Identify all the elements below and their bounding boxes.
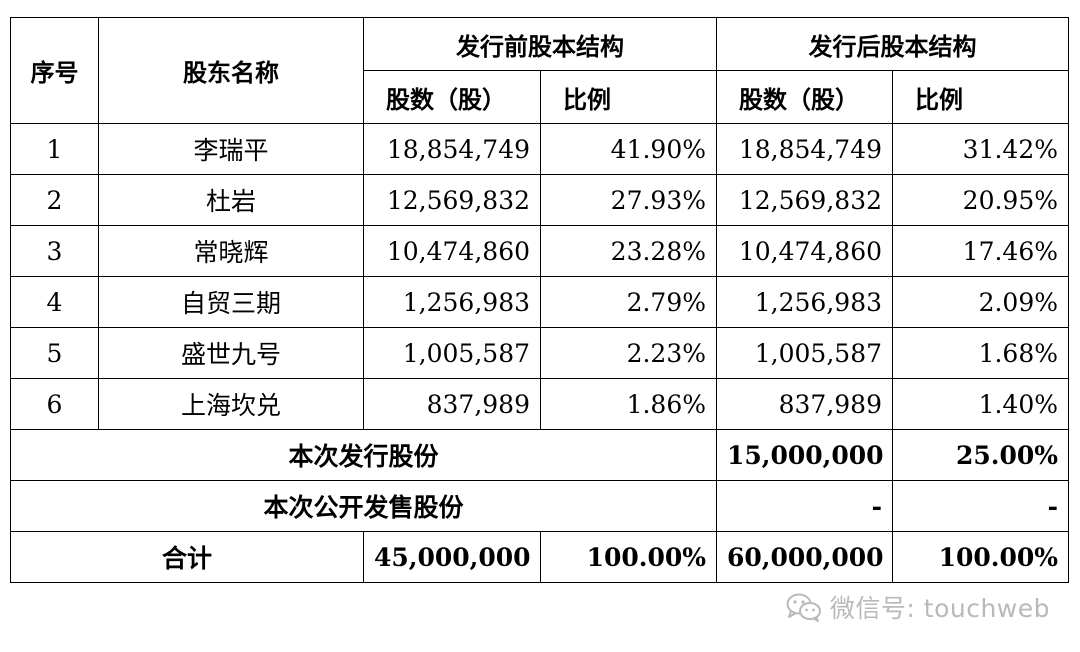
row-post-ratio: 2.09% <box>892 276 1069 328</box>
public-sale-post-shares: - <box>716 480 893 532</box>
row-post-ratio: 17.46% <box>892 225 1069 277</box>
row-name: 杜岩 <box>98 174 364 226</box>
row-name: 常晓辉 <box>98 225 364 277</box>
row-post-shares: 1,005,587 <box>716 327 893 379</box>
row-index: 6 <box>10 378 99 430</box>
row-index: 3 <box>10 225 99 277</box>
row-post-shares: 12,569,832 <box>716 174 893 226</box>
row-post-ratio: 20.95% <box>892 174 1069 226</box>
row-post-shares: 18,854,749 <box>716 123 893 175</box>
row-pre-shares: 12,569,832 <box>363 174 541 226</box>
row-index: 4 <box>10 276 99 328</box>
table-row: 6 上海坎兑 837,989 1.86% 837,989 1.40% <box>10 378 1069 430</box>
total-label: 合计 <box>10 531 364 583</box>
table-row: 5 盛世九号 1,005,587 2.23% 1,005,587 1.68% <box>10 327 1069 379</box>
row-name: 盛世九号 <box>98 327 364 379</box>
row-index: 1 <box>10 123 99 175</box>
header-pre-group: 发行前股本结构 <box>363 17 717 71</box>
issue-label: 本次发行股份 <box>10 429 717 481</box>
row-index: 2 <box>10 174 99 226</box>
header-post-shares: 股数（股） <box>716 70 893 124</box>
header-pre-ratio: 比例 <box>540 70 717 124</box>
total-row: 合计 45,000,000 100.00% 60,000,000 100.00% <box>10 531 1069 583</box>
row-pre-ratio: 1.86% <box>540 378 717 430</box>
row-post-shares: 1,256,983 <box>716 276 893 328</box>
row-name: 李瑞平 <box>98 123 364 175</box>
public-sale-post-ratio: - <box>892 480 1069 532</box>
header-name: 股东名称 <box>98 17 364 124</box>
issue-row: 本次发行股份 15,000,000 25.00% <box>10 429 1069 481</box>
row-pre-ratio: 27.93% <box>540 174 717 226</box>
header-post-group: 发行后股本结构 <box>716 17 1069 71</box>
total-post-ratio: 100.00% <box>892 531 1069 583</box>
row-pre-shares: 837,989 <box>363 378 541 430</box>
shareholder-table: 序号 股东名称 发行前股本结构 发行后股本结构 股数（股） 比例 股数（股） 比… <box>10 17 1069 583</box>
table-row: 4 自贸三期 1,256,983 2.79% 1,256,983 2.09% <box>10 276 1069 328</box>
issue-post-ratio: 25.00% <box>892 429 1069 481</box>
header-pre-shares: 股数（股） <box>363 70 541 124</box>
total-pre-shares: 45,000,000 <box>363 531 541 583</box>
row-name: 自贸三期 <box>98 276 364 328</box>
row-pre-shares: 18,854,749 <box>363 123 541 175</box>
row-post-shares: 10,474,860 <box>716 225 893 277</box>
row-index: 5 <box>10 327 99 379</box>
public-sale-row: 本次公开发售股份 - - <box>10 480 1069 532</box>
row-pre-ratio: 2.79% <box>540 276 717 328</box>
row-post-ratio: 1.68% <box>892 327 1069 379</box>
row-pre-shares: 1,005,587 <box>363 327 541 379</box>
total-post-shares: 60,000,000 <box>716 531 893 583</box>
row-pre-ratio: 2.23% <box>540 327 717 379</box>
total-pre-ratio: 100.00% <box>540 531 717 583</box>
public-sale-label: 本次公开发售股份 <box>10 480 717 532</box>
row-pre-ratio: 41.90% <box>540 123 717 175</box>
wechat-icon <box>786 593 821 622</box>
header-index: 序号 <box>10 17 99 124</box>
table-row: 1 李瑞平 18,854,749 41.90% 18,854,749 31.42… <box>10 123 1069 175</box>
row-pre-shares: 10,474,860 <box>363 225 541 277</box>
watermark: 微信号: touchweb <box>786 590 1050 624</box>
header-post-ratio: 比例 <box>892 70 1069 124</box>
row-pre-shares: 1,256,983 <box>363 276 541 328</box>
issue-post-shares: 15,000,000 <box>716 429 893 481</box>
watermark-text: 微信号: touchweb <box>829 594 1050 623</box>
row-post-ratio: 1.40% <box>892 378 1069 430</box>
row-post-shares: 837,989 <box>716 378 893 430</box>
row-pre-ratio: 23.28% <box>540 225 717 277</box>
table-row: 3 常晓辉 10,474,860 23.28% 10,474,860 17.46… <box>10 225 1069 277</box>
header-row-group: 序号 股东名称 发行前股本结构 发行后股本结构 <box>10 17 1069 124</box>
row-name: 上海坎兑 <box>98 378 364 430</box>
table-row: 2 杜岩 12,569,832 27.93% 12,569,832 20.95% <box>10 174 1069 226</box>
row-post-ratio: 31.42% <box>892 123 1069 175</box>
